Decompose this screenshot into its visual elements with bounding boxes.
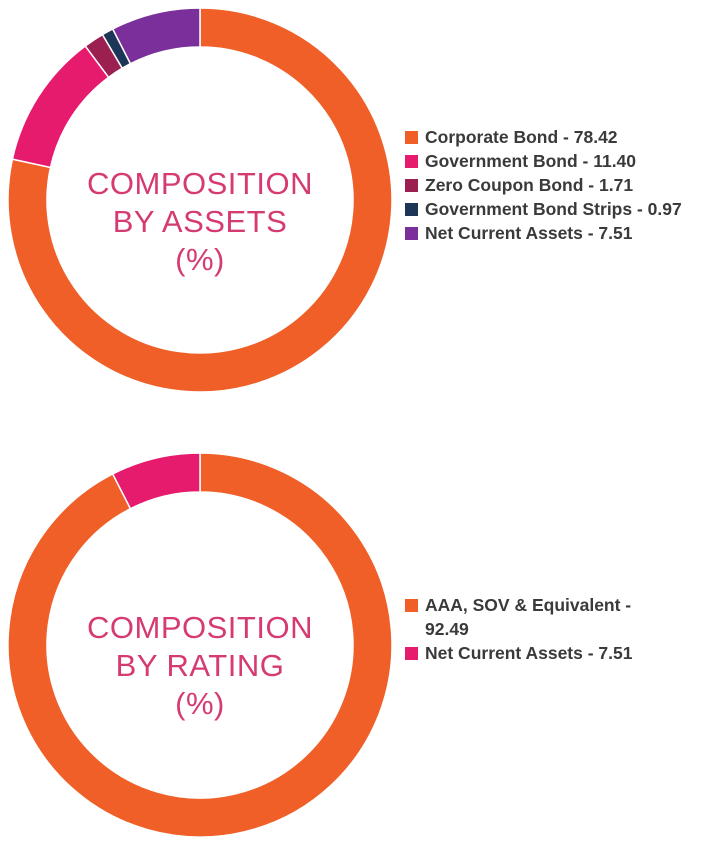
legend-swatch	[405, 131, 418, 144]
rating-title-line-2: BY RATING	[115, 648, 285, 683]
assets-title-line-2: BY ASSETS	[112, 204, 288, 239]
legend-label: Zero Coupon Bond - 1.71	[425, 175, 634, 195]
rating-slice-net-current-assets	[111, 452, 201, 510]
rating-slice-aaa-sov-equivalent	[7, 452, 393, 838]
rating-title-line-3: (%)	[175, 686, 225, 721]
legend-label: AAA, SOV & Equivalent - 92.49	[425, 595, 632, 639]
legend-item-government-bond: Government Bond - 11.40	[405, 149, 682, 173]
legend-swatch	[405, 647, 418, 660]
rating-chart-title: COMPOSITION BY RATING (%)	[45, 609, 355, 723]
assets-chart-title: COMPOSITION BY ASSETS (%)	[45, 165, 355, 279]
legend-label: Government Bond - 11.40	[425, 151, 637, 171]
legend-label: Corporate Bond - 78.42	[425, 127, 618, 147]
legend-item-corporate-bond: Corporate Bond - 78.42	[405, 125, 682, 149]
legend-label: Net Current Assets - 7.51	[425, 223, 633, 243]
assets-title-line-1: COMPOSITION	[87, 166, 313, 201]
legend-swatch	[405, 203, 418, 216]
legend-swatch	[405, 179, 418, 192]
assets-chart-block: COMPOSITION BY ASSETS (%) Corporate Bond…	[0, 0, 707, 400]
assets-slice-government-bond	[11, 44, 110, 169]
rating-legend: AAA, SOV & Equivalent - 92.49 Net Curren…	[405, 593, 665, 665]
assets-title-line-3: (%)	[175, 242, 225, 277]
rating-chart-block: COMPOSITION BY RATING (%) AAA, SOV & Equ…	[0, 445, 707, 840]
legend-item-aaa-sov-equivalent: AAA, SOV & Equivalent - 92.49	[405, 593, 665, 641]
legend-item-government-bond-strips: Government Bond Strips - 0.97	[405, 197, 682, 221]
legend-swatch	[405, 227, 418, 240]
legend-swatch	[405, 155, 418, 168]
assets-donut-chart	[7, 7, 393, 393]
rating-donut-chart	[7, 452, 393, 838]
legend-label: Government Bond Strips - 0.97	[425, 199, 682, 219]
assets-slice-corporate-bond	[7, 7, 393, 393]
assets-legend: Corporate Bond - 78.42 Government Bond -…	[405, 125, 682, 245]
legend-swatch	[405, 599, 418, 612]
legend-item-net-current-assets: Net Current Assets - 7.51	[405, 221, 682, 245]
assets-slice-net-current-assets	[111, 7, 201, 65]
legend-label: Net Current Assets - 7.51	[425, 643, 633, 663]
legend-item-net-current-assets: Net Current Assets - 7.51	[405, 641, 665, 665]
legend-item-zero-coupon-bond: Zero Coupon Bond - 1.71	[405, 173, 682, 197]
rating-title-line-1: COMPOSITION	[87, 610, 313, 645]
